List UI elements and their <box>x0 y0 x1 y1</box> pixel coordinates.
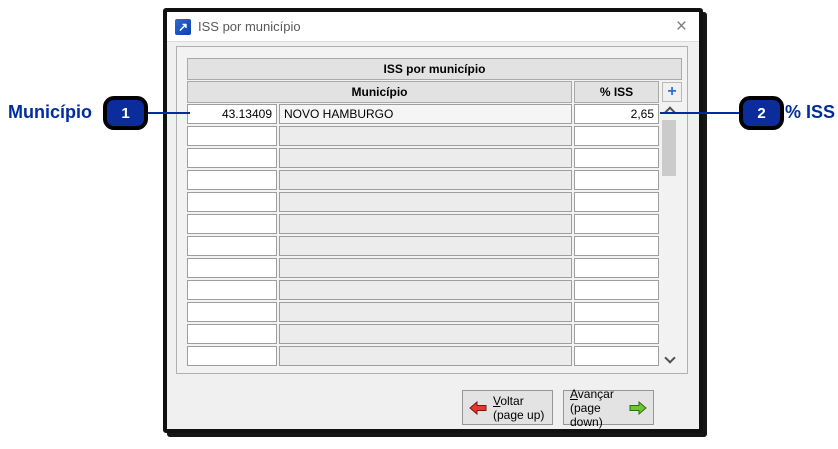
callout-line-left <box>146 112 190 114</box>
scrollbar-thumb[interactable] <box>662 120 676 176</box>
table-row <box>177 346 687 366</box>
cell-iss[interactable] <box>574 280 659 300</box>
table-row: 43.13409 NOVO HAMBURGO 2,65 <box>177 104 687 124</box>
avancar-label: Avançar (page down) <box>570 386 614 429</box>
cell-name[interactable] <box>279 192 572 212</box>
table-row <box>177 324 687 344</box>
table-row <box>177 192 687 212</box>
dialog-window: ↗ ISS por município × ISS por município … <box>163 8 703 433</box>
callout-badge-1: 1 <box>103 96 148 130</box>
cell-iss[interactable] <box>574 236 659 256</box>
table-row <box>177 280 687 300</box>
avancar-button[interactable]: Avançar (page down) <box>563 387 654 429</box>
cell-name[interactable] <box>279 302 572 322</box>
table-row <box>177 126 687 146</box>
cell-name[interactable] <box>279 148 572 168</box>
cell-iss[interactable] <box>574 324 659 344</box>
cell-name[interactable]: NOVO HAMBURGO <box>279 104 572 124</box>
voltar-label: Voltar (page up) <box>493 393 545 422</box>
vertical-scrollbar[interactable] <box>661 104 679 368</box>
cell-name[interactable] <box>279 258 572 278</box>
cell-iss[interactable] <box>574 346 659 366</box>
cell-iss[interactable] <box>574 170 659 190</box>
table-body: 43.13409 NOVO HAMBURGO 2,65 <box>177 104 687 368</box>
callout-line-right <box>660 112 742 114</box>
table-row <box>177 214 687 234</box>
cell-code[interactable]: 43.13409 <box>187 104 277 124</box>
table-row <box>177 258 687 278</box>
cell-name[interactable] <box>279 324 572 344</box>
cell-name[interactable] <box>279 214 572 234</box>
cell-code[interactable] <box>187 324 277 344</box>
cell-name[interactable] <box>279 126 572 146</box>
callout-badge-2: 2 <box>739 96 784 130</box>
green-right-arrow-icon <box>629 400 647 415</box>
table-row <box>177 236 687 256</box>
column-header-municipio[interactable]: Município <box>187 81 572 103</box>
add-row-button[interactable]: + <box>662 82 682 102</box>
cell-iss[interactable] <box>574 126 659 146</box>
table-row <box>177 170 687 190</box>
cell-iss[interactable] <box>574 302 659 322</box>
table-panel: ISS por município Município % ISS + 43.1… <box>176 46 688 374</box>
table-title: ISS por município <box>187 58 682 80</box>
cell-code[interactable] <box>187 126 277 146</box>
table-row <box>177 302 687 322</box>
cell-iss[interactable] <box>574 192 659 212</box>
cell-iss[interactable] <box>574 258 659 278</box>
titlebar[interactable]: ↗ ISS por município × <box>167 12 699 42</box>
app-icon: ↗ <box>175 18 191 35</box>
cell-code[interactable] <box>187 258 277 278</box>
cell-name[interactable] <box>279 280 572 300</box>
cell-code[interactable] <box>187 236 277 256</box>
cell-iss[interactable] <box>574 148 659 168</box>
cell-name[interactable] <box>279 170 572 190</box>
cell-iss[interactable]: 2,65 <box>574 104 659 124</box>
cell-name[interactable] <box>279 236 572 256</box>
callout-label-iss: % ISS <box>785 102 836 122</box>
window-title: ISS por município <box>198 19 301 34</box>
cell-code[interactable] <box>187 192 277 212</box>
red-left-arrow-icon <box>469 400 487 415</box>
cell-code[interactable] <box>187 170 277 190</box>
scroll-down-icon[interactable] <box>665 355 674 364</box>
column-header-iss[interactable]: % ISS <box>574 81 659 103</box>
cell-code[interactable] <box>187 302 277 322</box>
table-row <box>177 148 687 168</box>
cell-code[interactable] <box>187 346 277 366</box>
cell-code[interactable] <box>187 280 277 300</box>
cell-code[interactable] <box>187 148 277 168</box>
voltar-button[interactable]: Voltar (page up) <box>462 390 553 425</box>
cell-code[interactable] <box>187 214 277 234</box>
callout-label-municipio: Município <box>8 102 92 122</box>
cell-iss[interactable] <box>574 214 659 234</box>
close-icon[interactable]: × <box>675 16 687 37</box>
cell-name[interactable] <box>279 346 572 366</box>
